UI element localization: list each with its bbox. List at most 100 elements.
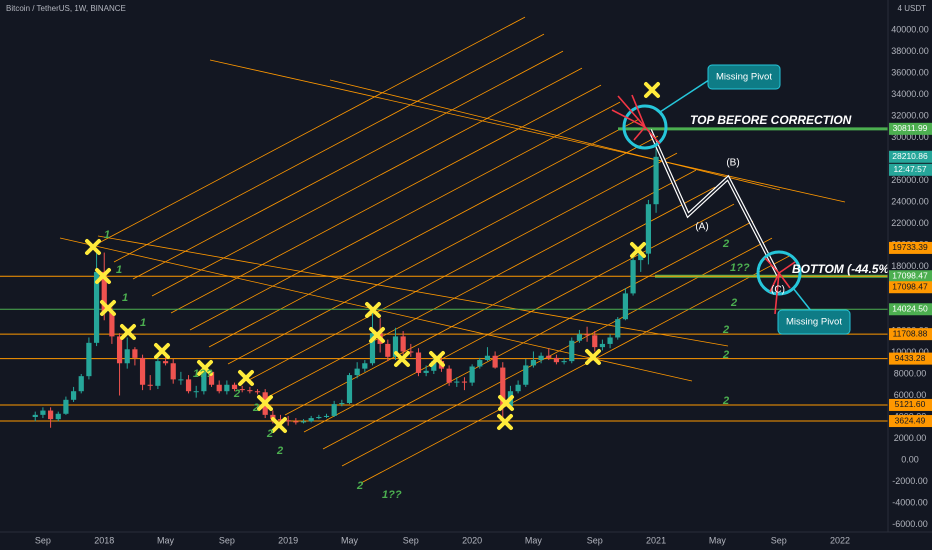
wave-count: 1 xyxy=(104,229,110,241)
x-marker xyxy=(238,370,254,386)
candle-body xyxy=(63,399,69,414)
y-tick-label: 6000.00 xyxy=(894,390,927,400)
candle-body xyxy=(231,384,238,390)
drawings: Missing Pivot Missing Pivot TOP BEFORE C… xyxy=(611,64,893,335)
candle-body xyxy=(32,414,38,418)
candle-body xyxy=(323,415,330,418)
wave-label: (A) xyxy=(695,222,708,233)
x-marker xyxy=(197,360,213,376)
trend-line xyxy=(227,135,659,365)
candle-body xyxy=(139,357,146,385)
candle-body xyxy=(132,349,138,358)
candle-body xyxy=(553,357,560,363)
level-label: 9433.28 xyxy=(895,353,926,363)
candle-body xyxy=(446,368,452,383)
x-marker xyxy=(120,324,136,340)
x-marker xyxy=(95,268,111,284)
x-tick-label: May xyxy=(525,535,543,545)
trend-line xyxy=(265,169,697,399)
x-marker xyxy=(369,327,385,343)
candle-body xyxy=(208,371,215,385)
wave-count: 1 xyxy=(116,264,122,276)
level-label: 14024.50 xyxy=(892,304,928,314)
trend-line xyxy=(209,59,846,203)
candle-body xyxy=(530,360,537,366)
candle-body xyxy=(423,370,429,373)
candle-body xyxy=(40,410,46,415)
wave-count: 1 xyxy=(140,317,146,329)
pivot-box xyxy=(707,64,781,90)
level-tag xyxy=(889,352,932,365)
trend-line xyxy=(189,101,621,331)
candle-body xyxy=(354,368,360,376)
candle-body xyxy=(277,419,284,421)
x-tick-label: May xyxy=(709,535,727,545)
wave-count: 2 xyxy=(356,480,363,492)
candle-body xyxy=(254,391,261,393)
x-marker xyxy=(100,300,116,316)
candle-body xyxy=(392,336,399,357)
y-tick-label: 24000.00 xyxy=(891,196,929,206)
candle-body xyxy=(369,333,376,364)
bottom-label: BOTTOM (-44.5%) xyxy=(792,262,893,276)
level-tag xyxy=(889,122,932,135)
wave-count: 2 xyxy=(722,238,729,250)
candle-body xyxy=(630,260,636,294)
candle-body xyxy=(147,384,153,386)
y-tick-label: -6000.00 xyxy=(892,519,928,529)
wave-count: 2 xyxy=(722,324,729,336)
wave-count: 1?? xyxy=(730,262,750,274)
trend-line xyxy=(94,16,526,246)
candle-body xyxy=(300,421,307,423)
x-marker xyxy=(365,302,381,318)
x-tick-label: 2019 xyxy=(278,535,298,545)
trend-line xyxy=(329,79,781,191)
candle-body xyxy=(55,413,61,420)
chart-title: Bitcoin / TetherUS, 1W, BINANCE xyxy=(6,4,126,13)
level-label: 5121.60 xyxy=(895,399,926,409)
candle-body xyxy=(431,361,437,371)
x-marker xyxy=(644,82,660,98)
wave-label: (B) xyxy=(726,158,739,169)
candle-body xyxy=(492,355,498,368)
pivot-label: Missing Pivot xyxy=(716,72,772,83)
level-label: 19733.39 xyxy=(892,242,928,252)
wave-count: 1 xyxy=(122,292,128,304)
y-tick-label: 36000.00 xyxy=(891,67,929,77)
wave-count: 1?? xyxy=(382,489,402,501)
candle-body xyxy=(308,418,314,422)
price-levels xyxy=(0,127,888,422)
candle-body xyxy=(193,391,199,393)
pivot-circle xyxy=(756,250,802,296)
wave-count: 2 xyxy=(722,349,729,361)
candle-body xyxy=(607,337,613,344)
level-label: 17098.47 xyxy=(892,281,928,291)
y-tick-label: 0.00 xyxy=(901,454,919,464)
level-tag xyxy=(889,303,932,316)
level-tag xyxy=(889,150,932,163)
candle-body xyxy=(116,336,123,364)
wave-count: 2 xyxy=(722,395,729,407)
candle-body xyxy=(239,389,245,391)
x-marker xyxy=(497,414,513,430)
candle-body xyxy=(599,343,606,348)
connector xyxy=(792,287,813,313)
level-label: 17098.47 xyxy=(892,270,928,280)
candle-body xyxy=(346,375,353,404)
candle-body xyxy=(216,384,222,392)
x-tick-label: Sep xyxy=(219,535,235,545)
candle-body xyxy=(515,384,521,392)
candle-body xyxy=(109,311,115,337)
y-tick-label: 38000.00 xyxy=(891,46,929,56)
x-marker xyxy=(85,239,101,255)
x-tick-label: Sep xyxy=(403,535,419,545)
wave-count: 1?? xyxy=(193,368,213,380)
x-tick-label: 2021 xyxy=(646,535,666,545)
candle-body xyxy=(576,334,583,341)
countdown-tag xyxy=(889,163,932,176)
candle-body xyxy=(638,253,644,261)
level-tag xyxy=(889,270,932,283)
